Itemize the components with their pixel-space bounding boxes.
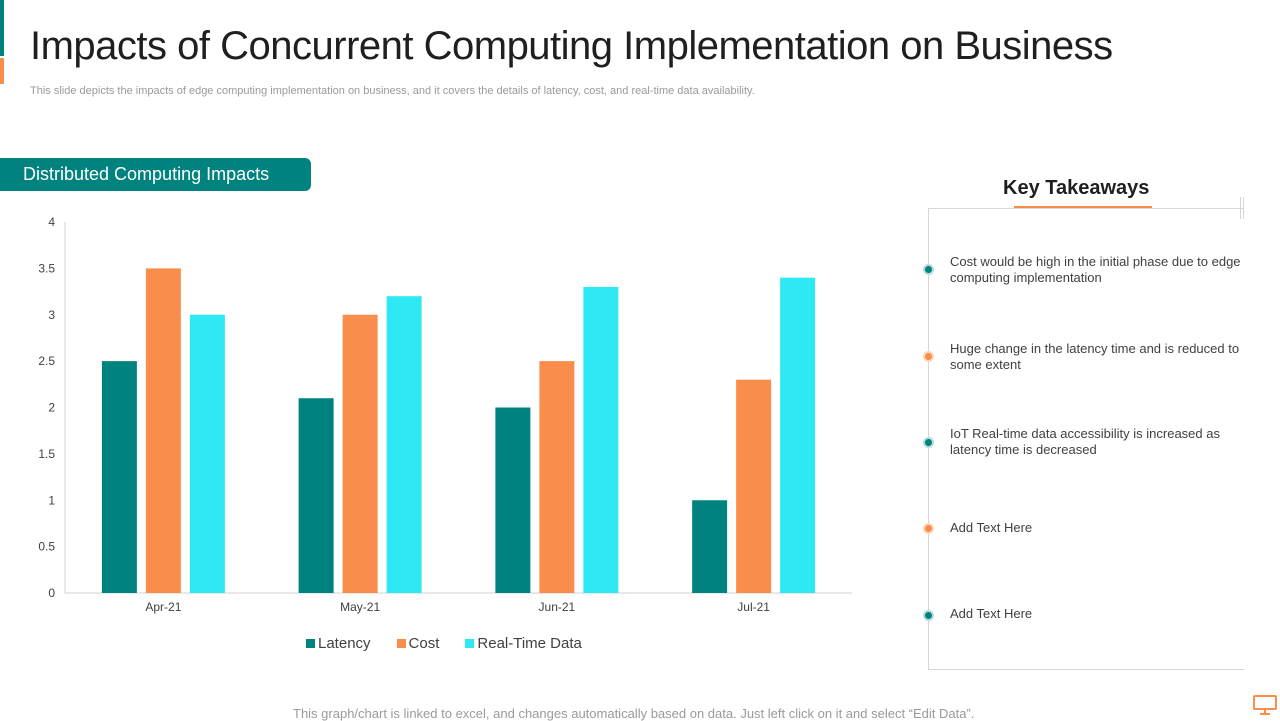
legend-label-latency: Latency [318,634,371,652]
y-tick-label: 3.5 [38,261,55,275]
bar-chart[interactable]: 0 0.5 1 1.5 2 2.5 3 3.5 4 Apr-21 May-21 Jun-21 Jul-2… [0,200,870,620]
key-takeaways-heading: Key Takeaways [1003,177,1150,199]
title-accent-bar-orange [0,58,4,84]
y-tick-label: 1.5 [38,447,55,461]
bar-latency [692,500,728,593]
panel-corner-line [1243,197,1244,219]
x-tick-label: Apr-21 [145,600,181,614]
y-tick-label: 2.5 [38,354,55,368]
bar-cost [342,314,378,593]
takeaway-bullet-icon [923,351,934,362]
takeaway-item: Add Text Here [950,606,1033,621]
page-subtitle: This slide depicts the impacts of edge c… [30,85,755,97]
bar-latency [298,398,334,593]
legend-item-cost: Cost [396,634,440,652]
panel-corner-line [1240,197,1241,219]
legend-swatch-latency [306,638,315,648]
y-tick-label: 1 [48,493,55,507]
page-title: Impacts of Concurrent Computing Implemen… [30,24,1113,68]
x-tick-label: Jun-21 [539,600,576,614]
bar-cost [539,361,575,593]
chart-legend: Latency Cost Real-Time Data [306,634,582,652]
y-tick-label: 0 [48,586,55,600]
bar-latency [495,407,531,593]
takeaway-bullet-icon [923,437,934,448]
takeaway-item: IoT Real-time data accessibility is incr… [950,426,1220,457]
footer-note: This graph/chart is linked to excel, and… [293,706,975,721]
bar-latency [101,361,137,593]
y-tick-label: 0.5 [38,540,55,554]
legend-label-real-time-data: Real-Time Data [477,634,582,652]
legend-item-latency: Latency [306,634,371,652]
monitor-icon [1253,695,1277,715]
chart-section-label: Distributed Computing Impacts [0,158,311,191]
bar-real-time-data [189,314,225,593]
bar-cost [736,379,772,593]
bar-real-time-data [386,296,422,593]
legend-swatch-real-time-data [465,638,475,648]
takeaway-item: Huge change in the latency time and is r… [950,341,1240,372]
takeaway-item: Cost would be high in the initial phase … [950,254,1241,285]
bar-cost [145,268,181,593]
bar-real-time-data [780,277,816,593]
y-tick-label: 4 [48,215,55,229]
legend-item-real-time-data: Real-Time Data [465,634,582,652]
bar-real-time-data [583,286,619,593]
y-tick-label: 3 [48,308,55,322]
y-tick-label: 2 [48,401,55,415]
x-tick-label: Jul-21 [737,600,770,614]
legend-swatch-cost [396,638,406,648]
legend-label-cost: Cost [408,634,440,652]
key-takeaways-underline [1014,206,1152,209]
takeaway-item: Add Text Here [950,520,1033,535]
takeaway-bullet-icon [923,610,934,621]
x-tick-label: May-21 [340,600,380,614]
title-accent-bar-teal [0,0,4,56]
takeaway-bullet-icon [923,523,934,534]
takeaway-bullet-icon [923,264,934,275]
